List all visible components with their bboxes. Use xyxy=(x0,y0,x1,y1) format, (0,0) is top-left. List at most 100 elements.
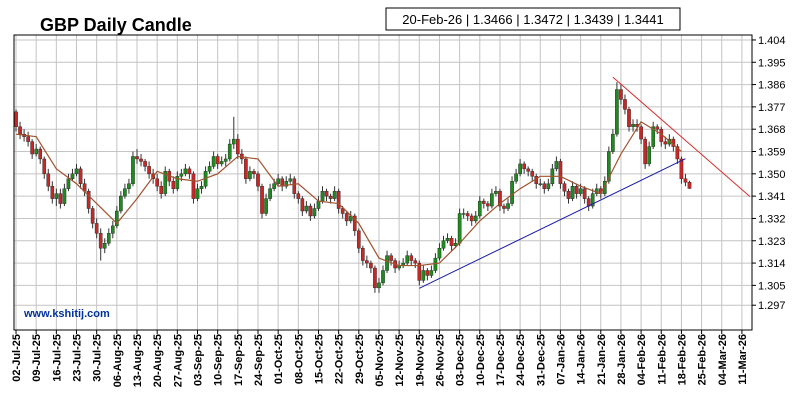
candle-body xyxy=(300,198,305,212)
x-tick-label: 21-Jan-26 xyxy=(596,334,608,385)
y-tick-label: 1.305 xyxy=(758,280,786,292)
candle-body xyxy=(90,208,95,224)
candle-body xyxy=(542,183,547,189)
candle-body xyxy=(143,161,147,167)
candle-body xyxy=(106,233,111,244)
x-tick-label: 17-Sep-25 xyxy=(233,334,245,386)
candle-body xyxy=(538,183,543,185)
x-tick-label: 22-Oct-25 xyxy=(334,334,346,384)
moving-average xyxy=(15,120,682,267)
candle-body xyxy=(328,195,333,199)
candle-body xyxy=(554,161,559,170)
candle-body xyxy=(457,213,462,244)
candle-body xyxy=(66,178,71,189)
candle-body xyxy=(433,257,438,271)
candle-body xyxy=(54,193,59,199)
candle-body xyxy=(518,163,522,175)
candle-body xyxy=(223,158,228,162)
candle-body xyxy=(647,146,651,165)
x-tick-label: 24-Dec-25 xyxy=(515,334,527,386)
x-tick-label: 09-Jul-25 xyxy=(31,334,43,382)
watermark: www.kshitij.com xyxy=(23,308,110,320)
candle-body xyxy=(413,260,418,264)
candle-body xyxy=(260,186,264,214)
x-tick-label: 06-Aug-25 xyxy=(112,334,124,387)
y-tick-label: 1.297 xyxy=(758,300,786,312)
candle-body xyxy=(369,262,373,269)
candle-body xyxy=(236,138,240,155)
x-tick-label: 13-Aug-25 xyxy=(132,334,144,387)
candle-body xyxy=(308,205,313,217)
x-tick-label: 10-Dec-25 xyxy=(475,334,487,386)
candle-body xyxy=(389,255,393,261)
x-tick-label: 26-Nov-25 xyxy=(434,334,446,387)
candle-body xyxy=(421,270,426,281)
candle-body xyxy=(510,181,514,204)
candle-body xyxy=(582,188,587,199)
x-tick-label: 03-Sep-25 xyxy=(192,334,204,386)
x-tick-label: 04-Mar-26 xyxy=(717,334,729,385)
candle-body xyxy=(195,188,200,199)
x-tick-label: 08-Oct-25 xyxy=(293,334,305,384)
candle-body xyxy=(429,270,434,276)
candle-body xyxy=(94,223,99,234)
candle-body xyxy=(70,173,75,179)
candle-body xyxy=(284,181,289,187)
y-tick-label: 1.386 xyxy=(758,80,786,92)
candle-body xyxy=(526,168,530,172)
candle-body xyxy=(679,158,684,179)
candle-body xyxy=(316,200,321,209)
candle-body xyxy=(163,171,168,194)
candle-body xyxy=(619,89,623,100)
candle-body xyxy=(211,156,216,167)
candle-body xyxy=(562,183,567,192)
candle-body xyxy=(324,190,329,197)
candle-body xyxy=(30,141,34,155)
candle-body xyxy=(490,193,494,207)
x-tick-label: 15-Oct-25 xyxy=(313,334,325,384)
candle-body xyxy=(498,190,502,207)
candle-body xyxy=(191,173,196,199)
candle-body xyxy=(453,243,458,246)
candle-body xyxy=(441,240,446,249)
candle-body xyxy=(477,200,482,217)
candle-body xyxy=(264,198,268,214)
x-tick-label: 10-Sep-25 xyxy=(213,334,225,386)
trend-line xyxy=(612,76,751,198)
candle-body xyxy=(344,213,349,222)
candle-body xyxy=(437,247,442,259)
candle-body xyxy=(482,200,486,204)
x-tick-label: 18-Feb-26 xyxy=(676,334,688,385)
candle-body xyxy=(336,190,341,209)
candle-body xyxy=(590,193,595,207)
candle-body xyxy=(46,173,51,187)
candle-body xyxy=(227,143,232,160)
candle-body xyxy=(340,208,345,214)
y-tick-label: 1.368 xyxy=(758,124,786,136)
candle-body xyxy=(207,166,212,172)
candle-body xyxy=(675,146,680,160)
candle-body xyxy=(110,225,115,234)
candle-body xyxy=(276,178,280,184)
candle-body xyxy=(385,255,389,271)
candle-body xyxy=(356,230,361,249)
x-tick-label: 14-Jan-26 xyxy=(576,334,588,385)
candle-body xyxy=(115,210,119,227)
candle-body xyxy=(183,168,188,175)
candle-body xyxy=(139,158,143,162)
candle-body xyxy=(558,161,563,184)
candle-body xyxy=(38,148,43,160)
candle-body xyxy=(34,148,38,155)
candle-body xyxy=(602,181,607,194)
x-tick-label: 20-Aug-25 xyxy=(152,334,164,387)
candle-body xyxy=(272,183,276,189)
y-tick-label: 1.404 xyxy=(758,35,786,47)
x-tick-label: 11-Feb-26 xyxy=(656,334,668,385)
candle-body xyxy=(425,270,430,276)
candle-body xyxy=(248,171,252,179)
x-tick-label: 28-Jan-26 xyxy=(616,334,628,385)
x-tick-label: 27-Aug-25 xyxy=(172,334,184,387)
candle-body xyxy=(546,183,551,189)
